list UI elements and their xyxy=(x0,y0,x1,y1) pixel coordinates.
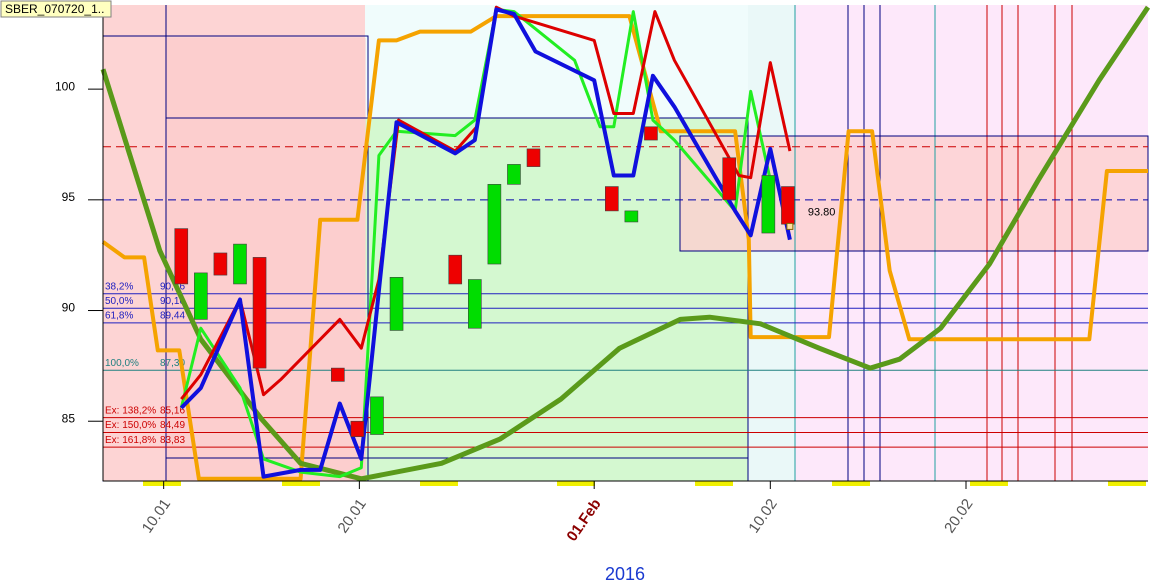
fib-label: 61,8% xyxy=(105,311,133,322)
candle-body xyxy=(722,157,737,201)
series-line xyxy=(179,7,792,479)
candle-body xyxy=(507,164,521,185)
candle-body xyxy=(370,396,384,435)
fib-price: 90,10 xyxy=(160,296,185,307)
fib-label: Ex: 138,2% xyxy=(105,405,156,416)
fib-price: 90,76 xyxy=(160,281,185,292)
candle-body xyxy=(605,186,619,212)
candle-body xyxy=(448,254,463,285)
candle-body xyxy=(331,367,345,382)
candle-body xyxy=(624,210,639,223)
zone xyxy=(680,136,1148,251)
candle-body xyxy=(781,186,795,225)
price-label: 93.80 xyxy=(808,206,836,218)
stripe xyxy=(282,481,320,486)
fib-label: 50,0% xyxy=(105,296,133,307)
stripe xyxy=(557,481,595,486)
candle-body xyxy=(252,257,267,369)
candle-body xyxy=(761,175,776,234)
candle-body xyxy=(526,148,541,167)
fib-price: 87,30 xyxy=(160,358,185,369)
candle-body xyxy=(350,420,365,438)
y-tick-label: 95 xyxy=(62,190,76,204)
fib-price: 83,83 xyxy=(160,435,185,446)
stripe xyxy=(695,481,733,486)
series-line xyxy=(100,5,1151,482)
fib-label: 38,2% xyxy=(105,281,133,292)
candle-body xyxy=(389,277,404,331)
stripe xyxy=(970,481,1008,486)
price-marker xyxy=(786,222,794,230)
candle-body xyxy=(213,252,228,276)
box xyxy=(679,135,1149,252)
candle-body xyxy=(468,279,482,329)
y-tick-label: 100 xyxy=(55,79,75,93)
zones xyxy=(103,5,1148,481)
fib-label: Ex: 150,0% xyxy=(105,420,156,431)
chart-title: SBER_070720_1.. xyxy=(5,2,104,16)
fib-price: 85,16 xyxy=(160,405,185,416)
fib-label: 100,0% xyxy=(105,358,139,369)
fib-label: Ex: 161,8% xyxy=(105,435,156,446)
candle-body xyxy=(644,126,658,141)
candle-body xyxy=(194,272,208,320)
stripe xyxy=(1108,481,1146,486)
candle-body xyxy=(233,243,247,285)
candle-body xyxy=(174,228,189,285)
fib-price: 89,44 xyxy=(160,311,185,322)
y-tick-label: 85 xyxy=(62,411,76,425)
x-axis-title: 2016 xyxy=(605,564,645,584)
stripe xyxy=(420,481,458,486)
fib-price: 84,49 xyxy=(160,420,185,431)
stripe xyxy=(832,481,870,486)
stripe xyxy=(143,481,181,486)
title-box xyxy=(0,0,112,18)
y-tick-label: 90 xyxy=(62,301,76,315)
axis-stripes xyxy=(143,481,1146,486)
candle-body xyxy=(487,184,502,265)
